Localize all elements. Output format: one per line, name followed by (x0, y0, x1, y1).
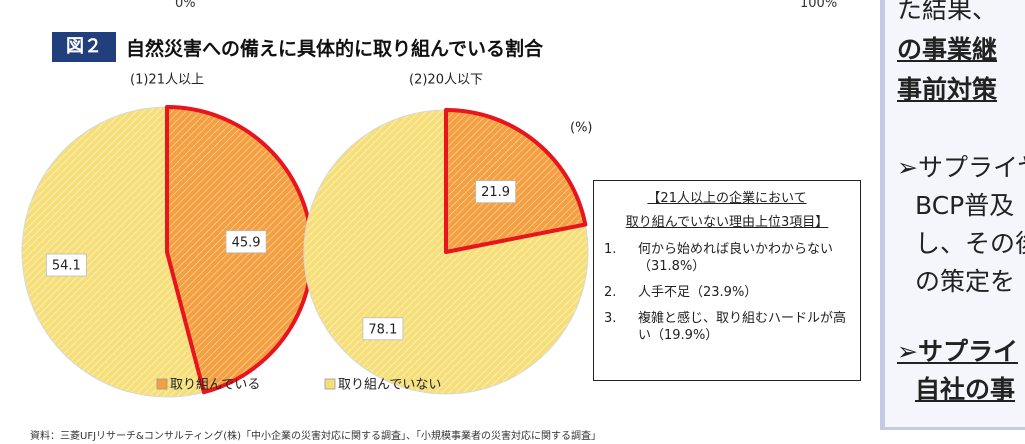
pie-slice (21, 106, 205, 398)
side-text: の策定を (915, 267, 1016, 296)
side-text: ➢サプライ (897, 337, 1018, 366)
reasons-box: 【21人以上の企業において 取り組んでいない理由上位3項目】 1. 何から始めれば… (593, 180, 861, 381)
axis-label: 100% (800, 0, 838, 11)
label-bg (475, 180, 516, 204)
legend-swatch (156, 378, 168, 390)
label-bg (362, 317, 404, 341)
source: 資料：三菱UFJリサーチ&コンサルティング(株)「中小企業の災害対応に関する調査… (30, 431, 602, 442)
reason-number: 3. (604, 311, 617, 326)
figure-title: 自然災害への備えに具体的に取り組んでいる割合 (126, 38, 544, 60)
reason-text: 人手不足（23.9%） (638, 285, 758, 300)
box-title: 【21人以上の企業において (647, 191, 807, 206)
value-label: 78.1 (368, 322, 397, 337)
label-bg (45, 253, 87, 277)
value-label: 21.9 (481, 185, 510, 200)
value-label: 54.1 (52, 259, 81, 274)
reason-item: 3. 複雑と感じ、取り組むハードルが高い（19.9%） (604, 310, 852, 344)
side-text: ➢サプライヤ (897, 153, 1025, 182)
reason-number: 1. (604, 242, 617, 257)
charts: (%) (1)21人以上 45.9 54.1 (2)20人以下 21.9 78.1 取り組ん… (21, 73, 593, 398)
label-bg (225, 230, 267, 254)
reason-text: 複雑と感じ、取り組むハードルが高い（19.9%） (638, 311, 847, 343)
legend-label: 取り組んでいる (170, 378, 260, 393)
reason-item: 2. 人手不足（23.9%） (604, 284, 852, 301)
unit-label: (%) (570, 121, 593, 136)
chart-title: (2)20人以下 (409, 73, 483, 88)
reason-number: 2. (604, 285, 617, 300)
side-text: 事前対策 (897, 75, 998, 104)
side-text: 自社の事 (915, 375, 1016, 404)
chart-title: (1)21人以上 (130, 73, 204, 88)
side-text: し、その後 (915, 229, 1025, 258)
side-text: BCP普及 (915, 191, 1015, 220)
figure-label: 図２ (52, 32, 116, 62)
legend-label: 取り組んでいない (338, 378, 441, 393)
reason-text: 何から始めれば良いかわからない（31.8%） (638, 242, 834, 274)
reason-item: 1. 何から始めれば良いかわからない（31.8%） (604, 241, 852, 275)
side-text: の事業継 (897, 35, 998, 64)
side-text: た結果、 (897, 0, 998, 24)
value-label: 45.9 (232, 235, 261, 250)
legend-swatch (324, 378, 336, 390)
box-title: 取り組んでいない理由上位3項目】 (625, 215, 829, 230)
axis-label: 0% (175, 0, 196, 11)
